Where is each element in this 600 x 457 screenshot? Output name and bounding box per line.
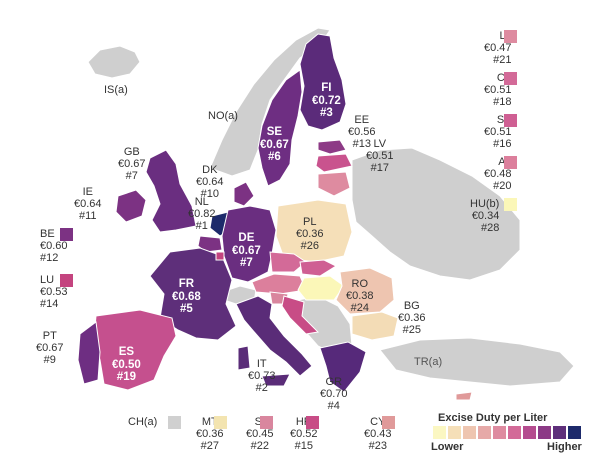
label-is: IS(a) xyxy=(104,84,128,96)
swatch-ch xyxy=(168,416,181,429)
legend-swatch-4 xyxy=(478,426,491,439)
germany-shape xyxy=(221,205,277,283)
label-mt: MT €0.36 #27 xyxy=(196,416,224,452)
italy-shape xyxy=(235,295,313,377)
label-ch: CH(a) xyxy=(128,416,158,428)
label-ie: IE €0.64 #11 xyxy=(74,186,102,222)
sicily-shape xyxy=(261,373,291,387)
legend-swatch-10 xyxy=(568,426,581,439)
label-it: IT €0.73 #2 xyxy=(248,358,276,394)
legend-swatch-5 xyxy=(493,426,506,439)
label-hu: HU(b) €0.34 #28 xyxy=(470,198,500,234)
sweden-shape xyxy=(257,69,303,187)
legend-swatch-8 xyxy=(538,426,551,439)
label-si: SI€0.45#22 xyxy=(246,416,274,452)
label-no: NO(a) xyxy=(208,110,238,122)
label-lu: LU €0.53 #14 xyxy=(40,274,68,310)
label-gr: GR €0.70 #4 xyxy=(320,376,348,412)
iceland-shape xyxy=(87,45,141,79)
legend-swatch-3 xyxy=(463,426,476,439)
label-be: BE €0.60 #12 xyxy=(40,228,68,264)
swatch-si xyxy=(260,416,273,429)
turkey-shape xyxy=(379,337,575,387)
croatia-shape xyxy=(281,295,320,335)
sardinia-shape xyxy=(237,345,251,371)
label-cy: CY €0.43 #23 xyxy=(364,416,392,452)
label-lv: LV €0.51 #17 xyxy=(366,138,394,174)
label-se: SE €0.67 #6 xyxy=(260,126,289,163)
legend-swatch-9 xyxy=(553,426,566,439)
czechia-shape xyxy=(269,251,307,273)
label-bg: BG €0.36 #25 xyxy=(398,300,426,336)
estonia-shape xyxy=(317,139,347,155)
label-pl: PL €0.36 #26 xyxy=(296,216,324,252)
greece-shape xyxy=(319,341,367,393)
swatch-at xyxy=(504,156,517,169)
label-ro: RO €0.38 #24 xyxy=(346,278,374,314)
label-es: ES €0.50 #19 xyxy=(112,346,141,383)
legend-color-scale xyxy=(433,426,583,439)
luxembourg-shape xyxy=(215,251,225,261)
portugal-shape xyxy=(77,321,101,385)
label-de: DE €0.67 #7 xyxy=(232,232,261,269)
swatch-lt xyxy=(504,30,517,43)
label-gb: GB €0.67 #7 xyxy=(118,146,146,182)
gb-shape xyxy=(145,149,197,233)
legend-low-label: Lower xyxy=(431,441,464,453)
cyprus-shape xyxy=(455,391,473,401)
label-ee: EE €0.56 #13 xyxy=(348,114,376,150)
swatch-sk xyxy=(504,114,517,127)
legend-swatch-7 xyxy=(523,426,536,439)
ireland-shape xyxy=(115,189,147,223)
belgium-shape xyxy=(197,235,223,253)
label-pt: PT €0.67 #9 xyxy=(36,330,64,366)
swatch-lu xyxy=(60,274,73,287)
bulgaria-shape xyxy=(351,311,399,341)
finland-shape xyxy=(299,33,347,131)
swatch-be xyxy=(60,228,73,241)
swatch-mt xyxy=(214,416,227,429)
austria-shape xyxy=(251,273,307,295)
legend-swatch-6 xyxy=(508,426,521,439)
label-tr: TR(a) xyxy=(414,356,443,368)
denmark-shape xyxy=(233,181,255,207)
poland-shape xyxy=(275,199,353,263)
slovakia-shape xyxy=(299,259,338,277)
swatch-cz xyxy=(504,72,517,85)
swatch-hr xyxy=(306,416,319,429)
label-fi: FI €0.72 #3 xyxy=(312,82,341,119)
lithuania-shape xyxy=(317,171,351,197)
hungary-shape xyxy=(297,275,345,301)
label-fr: FR €0.68 #5 xyxy=(172,278,201,315)
label-nl: NL €0.82 #1 xyxy=(188,196,216,232)
legend-title: Excise Duty per Liter xyxy=(438,412,548,424)
legend-swatch-2 xyxy=(448,426,461,439)
latvia-shape xyxy=(315,153,353,173)
eastern-europe-shape xyxy=(351,147,521,281)
swatch-hu xyxy=(504,198,517,211)
swatch-cy xyxy=(382,416,395,429)
label-dk: DK €0.64 #10 xyxy=(196,164,224,200)
legend-swatch-1 xyxy=(433,426,446,439)
legend-high-label: Higher xyxy=(547,441,582,453)
